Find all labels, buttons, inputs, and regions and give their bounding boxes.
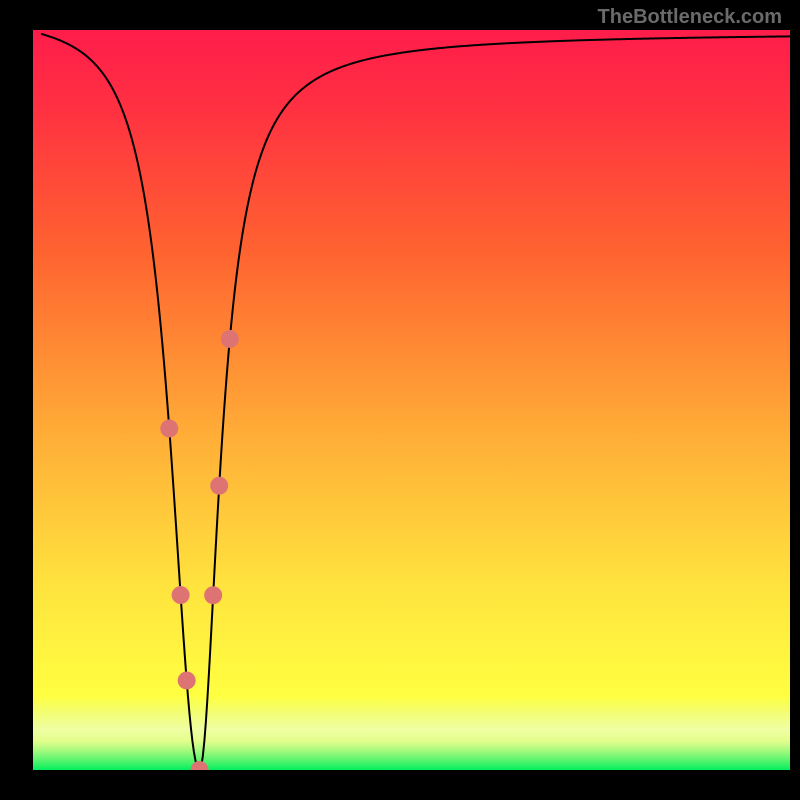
watermark-text: TheBottleneck.com	[598, 6, 782, 29]
bottleneck-chart	[0, 0, 800, 800]
white-band-overlay	[33, 696, 790, 770]
curve-marker	[172, 586, 190, 604]
curve-marker	[210, 477, 228, 495]
curve-marker	[221, 330, 239, 348]
curve-marker	[204, 586, 222, 604]
chart-frame: TheBottleneck.com	[0, 0, 800, 800]
curve-marker	[178, 671, 196, 689]
gradient-background	[33, 30, 790, 770]
curve-marker	[160, 420, 178, 438]
